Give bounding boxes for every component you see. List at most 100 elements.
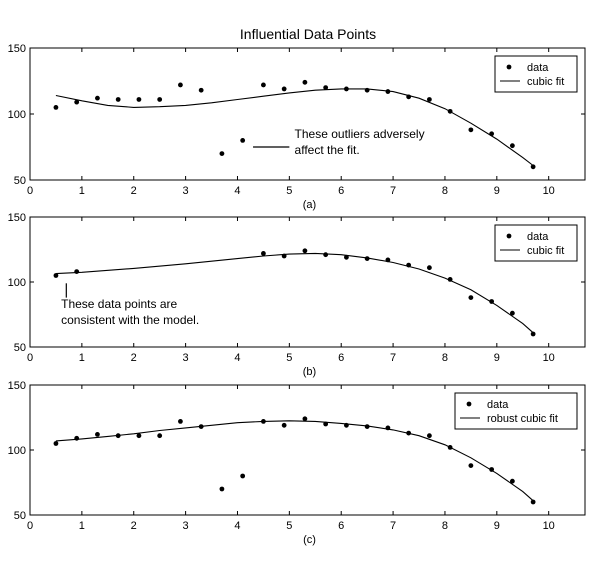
y-tick-label: 150 [8,380,26,392]
legend-label: data [527,231,549,243]
x-tick-label: 4 [234,185,240,197]
x-tick-label: 9 [494,185,500,197]
data-point [426,265,432,271]
data-point [157,433,163,439]
data-point [281,86,287,92]
data-point [95,95,100,101]
data-point [178,82,183,88]
x-tick-label: 3 [183,185,189,197]
x-tick-label: 10 [543,520,555,532]
annotation-line-2: affect the fit. [295,143,360,157]
data-point [302,248,308,254]
data-point [198,87,204,93]
data-point [219,151,225,157]
legend-label: data [527,62,549,74]
series-line-cubic-fit [55,252,534,334]
legend: data cubic fit [494,55,578,93]
panel-2: 0 1 2 3 4 5 6 7 8 9 10 50 100 150 (b) These data points… [8,212,586,378]
figure-title: Influential Data Points [240,26,376,42]
y-tick-label: 50 [14,342,26,354]
y-tick-label: 100 [8,109,26,121]
x-tick-label: 6 [338,352,344,364]
x-tick-label: 8 [442,352,448,364]
x-tick-label: 2 [131,352,137,364]
x-tick-label: 7 [390,185,396,197]
x-tick-label: 3 [183,520,189,532]
data-point [281,422,287,428]
y-tick-label: 50 [14,510,26,522]
data-point [219,486,225,492]
data-point [136,97,142,102]
x-tick-label: 2 [131,185,137,197]
y-tick-label: 50 [14,175,26,187]
annotation-line-1: These data points are [61,297,177,311]
data-point [509,143,515,149]
x-tick-label: 1 [79,185,85,197]
x-tick-label: 5 [286,352,292,364]
y-tick-label: 150 [8,212,26,224]
legend: data cubic fit [494,224,578,262]
x-tick-label: 0 [27,352,33,364]
y-tick-label: 100 [8,277,26,289]
x-tick-label: 10 [543,352,555,364]
data-point [178,419,183,424]
x-tick-label: 7 [390,520,396,532]
y-tick-label: 100 [8,445,26,457]
x-tick-label: 7 [390,352,396,364]
x-tick-label: 2 [131,520,137,532]
x-tick-label: 6 [338,520,344,532]
legend-box [454,392,578,430]
data-point [240,138,246,143]
x-tick-label: 4 [234,352,240,364]
data-point [302,416,308,422]
series-line-robust-cubic-fit [55,420,534,502]
x-tick-label: 1 [79,352,85,364]
data-point [344,254,349,260]
subplot-label: (c) [303,534,316,546]
annotation-line-2: consistent with the model. [61,313,199,327]
panel-1: 0 1 2 3 4 5 6 7 8 9 10 50 100 150 (a) These outliers ad… [8,43,586,211]
data-point [115,97,121,102]
x-tick-label: 10 [543,185,555,197]
subplot-label: (a) [303,199,316,211]
legend-label: cubic fit [527,76,564,88]
data-point [95,432,100,437]
data-point [426,97,432,102]
x-tick-label: 5 [286,520,292,532]
data-point [509,310,515,316]
legend: data robust cubic fit [454,392,578,430]
data-point [136,433,142,439]
legend-marker-swatch [506,233,512,239]
legend-label: data [487,399,509,411]
data-point [302,79,308,85]
x-tick-label: 4 [234,520,240,532]
x-tick-label: 8 [442,185,448,197]
data-point [323,252,329,258]
legend-marker-swatch [506,64,512,70]
y-tick-label: 150 [8,43,26,55]
x-tick-label: 9 [494,520,500,532]
data-point [240,473,246,479]
legend-label: cubic fit [527,245,564,257]
data-point [468,127,474,133]
x-tick-label: 1 [79,520,85,532]
legend-box [494,55,578,93]
data-point [74,99,80,105]
data-point [261,251,266,256]
legend-label: robust cubic fit [487,413,558,425]
data-point [530,164,536,170]
data-point [468,463,474,468]
data-point [74,269,80,274]
x-tick-label: 0 [27,520,33,532]
series-line-cubic-fit [55,88,534,166]
data-point [53,441,59,446]
data-point [53,105,59,110]
legend-box [494,224,578,262]
annotation-line-1: These outliers adversely [295,127,425,141]
x-tick-label: 9 [494,352,500,364]
x-tick-label: 6 [338,185,344,197]
data-point [323,85,329,90]
panel-3: 0 1 2 3 4 5 6 7 8 9 10 50 100 150 (c) data robust cubic … [8,380,586,546]
data-point [509,478,515,484]
